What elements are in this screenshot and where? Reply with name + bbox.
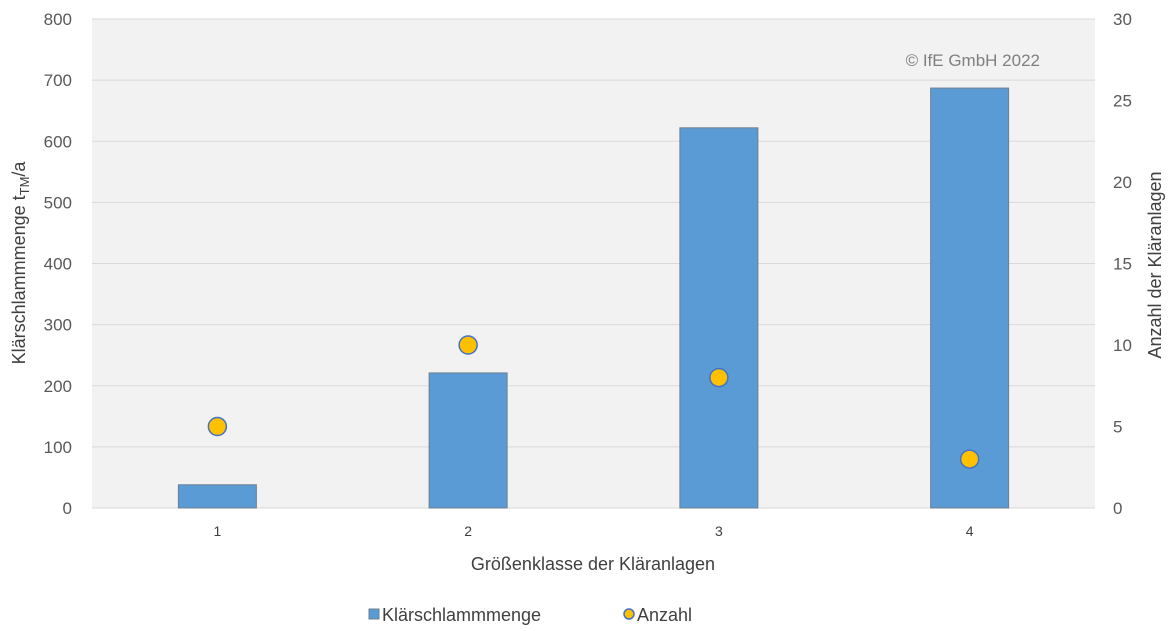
y-axis-left-ticks: 0 100 200 300 400 500 600 700 800 [44, 10, 72, 518]
y-tick-right-20: 20 [1113, 173, 1132, 192]
y-tick-right-30: 30 [1113, 10, 1132, 29]
y-tick-left-300: 300 [44, 316, 72, 335]
y-axis-left-title: Klärschlammmenge tTM/a [9, 161, 32, 365]
y-tick-right-15: 15 [1113, 255, 1132, 274]
x-tick-1: 1 [213, 523, 221, 539]
legend-label-klaerschlammmenge: Klärschlammmenge [382, 605, 541, 625]
legend-marker-anzahl [623, 608, 635, 620]
bar-series [177, 87, 1010, 509]
y-tick-left-0: 0 [63, 499, 72, 518]
marker-4 [959, 449, 980, 469]
x-axis-title: Größenklasse der Kläranlagen [471, 554, 715, 574]
y-axis-left-title-suffix: /a [9, 161, 29, 177]
legend: Klärschlammmenge Anzahl [368, 605, 692, 625]
x-axis-ticks: 1 2 3 4 [213, 523, 973, 539]
y-tick-left-800: 800 [44, 10, 72, 29]
marker-2 [458, 335, 478, 355]
y-tick-left-500: 500 [44, 193, 72, 212]
bar-4 [930, 87, 1010, 509]
y-tick-left-400: 400 [44, 255, 72, 274]
marker-3 [709, 367, 729, 388]
y-axis-right-title: Anzahl der Kläranlagen [1145, 171, 1165, 358]
y-tick-right-5: 5 [1113, 418, 1122, 437]
x-tick-3: 3 [715, 523, 723, 539]
x-tick-2: 2 [464, 523, 472, 539]
y-tick-left-200: 200 [44, 377, 72, 396]
bar-3 [679, 127, 759, 509]
y-tick-right-10: 10 [1113, 336, 1132, 355]
marker-series [207, 335, 980, 469]
y-tick-left-100: 100 [44, 438, 72, 457]
x-tick-4: 4 [966, 523, 974, 539]
legend-label-anzahl: Anzahl [637, 605, 692, 625]
copyright-annotation: © IfE GmbH 2022 [906, 51, 1040, 70]
y-axis-left-title-main: Klärschlammmenge t [9, 195, 29, 364]
y-axis-right-ticks: 0 5 10 15 20 25 30 [1113, 10, 1132, 518]
gridlines [92, 18, 1095, 509]
y-tick-left-600: 600 [44, 132, 72, 151]
y-axis-left-title-sub: TM [17, 177, 32, 196]
marker-1 [207, 416, 228, 437]
y-tick-right-25: 25 [1113, 92, 1132, 111]
bar-1 [177, 484, 257, 509]
legend-swatch-klaerschlammmenge [368, 608, 380, 620]
y-tick-left-700: 700 [44, 71, 72, 90]
y-tick-right-0: 0 [1113, 499, 1122, 518]
bar-2 [428, 372, 508, 509]
